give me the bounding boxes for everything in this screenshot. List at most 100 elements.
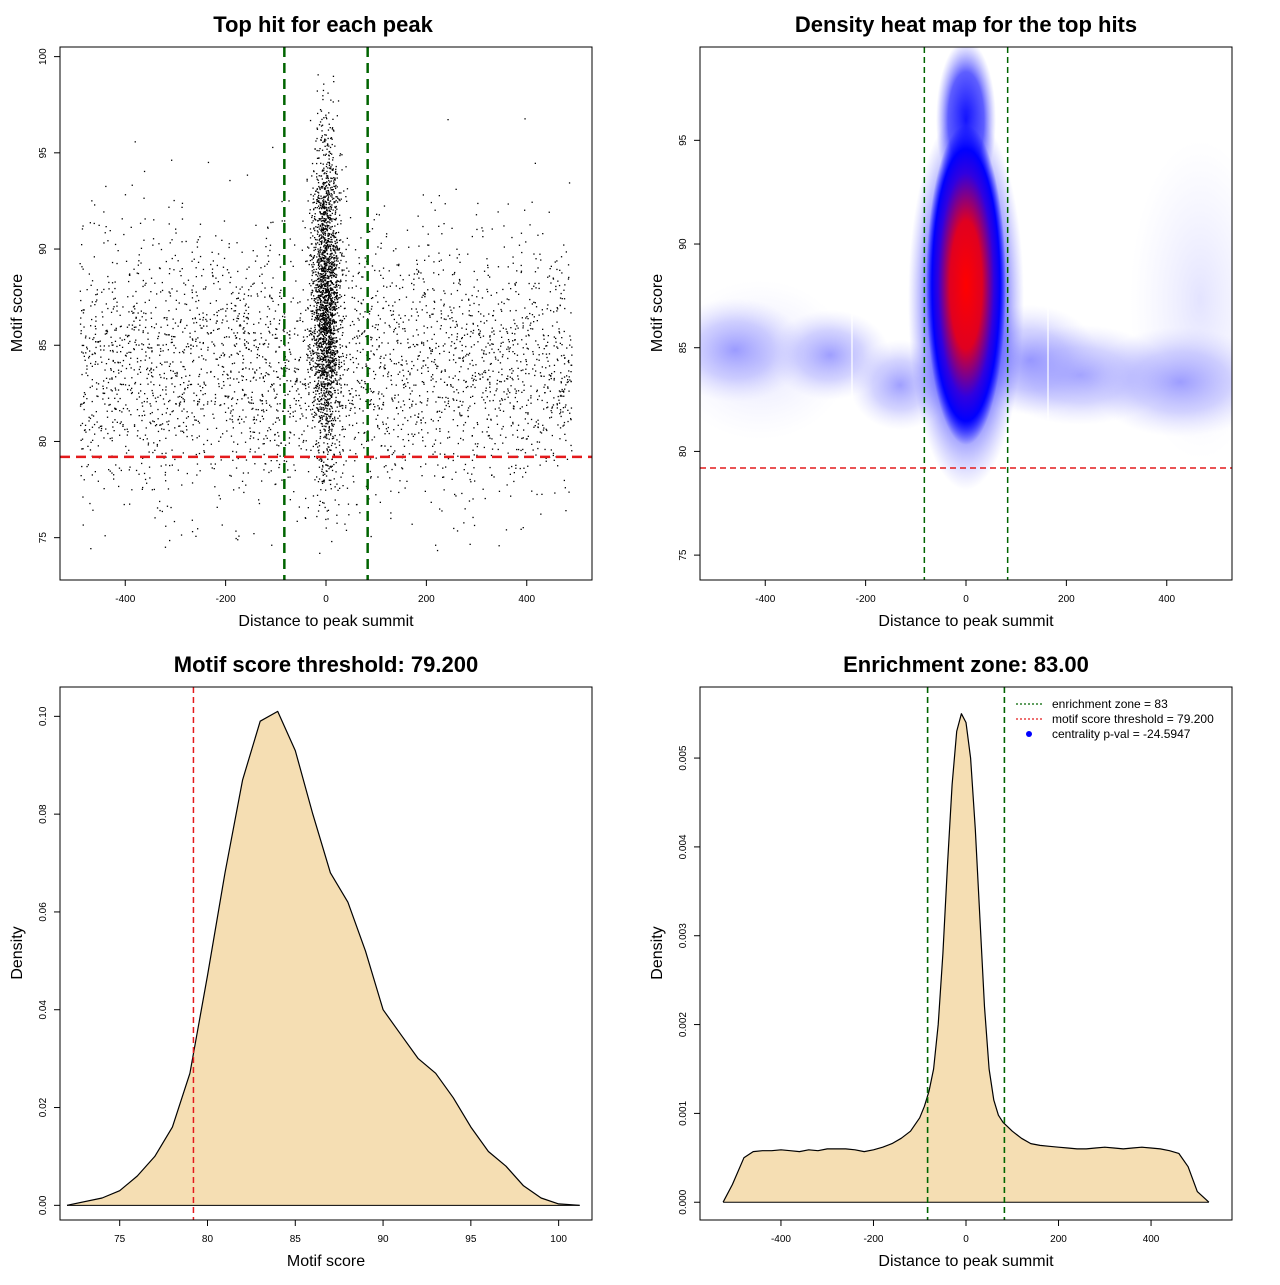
- data-point: [344, 428, 346, 430]
- data-point: [511, 367, 513, 370]
- data-point: [340, 305, 342, 307]
- data-point: [143, 312, 145, 314]
- data-point: [387, 426, 389, 429]
- data-point: [94, 363, 96, 365]
- data-point: [145, 427, 147, 429]
- data-point: [302, 340, 304, 342]
- data-point: [205, 384, 207, 386]
- data-point: [328, 361, 330, 363]
- data-point: [175, 347, 177, 349]
- data-point: [526, 316, 528, 318]
- data-point: [334, 306, 336, 308]
- data-point: [523, 429, 525, 431]
- data-point: [233, 310, 235, 312]
- data-point: [274, 483, 276, 486]
- data-point: [295, 400, 297, 402]
- data-point: [380, 362, 382, 364]
- data-point: [325, 317, 327, 320]
- data-point: [421, 296, 423, 298]
- data-point: [252, 431, 254, 433]
- data-point: [410, 416, 412, 418]
- data-point: [249, 402, 251, 404]
- data-point: [412, 435, 414, 437]
- data-point: [394, 450, 396, 452]
- data-point: [558, 390, 561, 392]
- data-point: [568, 359, 570, 362]
- data-point: [259, 377, 261, 379]
- data-point: [331, 198, 334, 200]
- data-point: [139, 383, 142, 385]
- data-point: [316, 176, 318, 178]
- data-point: [548, 374, 550, 376]
- data-point: [557, 347, 559, 349]
- data-point: [212, 413, 214, 415]
- data-point: [322, 89, 325, 92]
- data-point: [204, 288, 206, 290]
- data-point: [416, 369, 419, 371]
- data-point: [225, 419, 228, 422]
- data-point: [408, 453, 411, 455]
- data-point: [447, 458, 450, 460]
- data-point: [418, 355, 420, 357]
- data-point: [319, 246, 322, 249]
- data-point: [215, 277, 217, 279]
- data-point: [140, 310, 142, 312]
- data-point: [82, 344, 85, 347]
- data-point: [340, 390, 342, 393]
- data-point: [528, 335, 530, 337]
- data-point: [316, 260, 319, 262]
- data-point: [499, 330, 501, 332]
- data-point: [332, 342, 334, 344]
- data-point: [320, 280, 322, 282]
- data-point: [424, 296, 426, 298]
- data-point: [139, 324, 141, 326]
- data-point: [334, 177, 336, 179]
- data-point: [171, 411, 173, 413]
- data-point: [262, 418, 265, 420]
- data-point: [320, 282, 322, 284]
- data-point: [334, 240, 336, 242]
- data-point: [242, 472, 245, 474]
- data-point: [230, 371, 232, 373]
- data-point: [312, 283, 314, 285]
- data-point: [345, 356, 347, 359]
- data-point: [323, 461, 325, 463]
- data-point: [325, 222, 328, 224]
- data-point: [469, 363, 471, 365]
- data-point: [330, 218, 332, 220]
- data-point: [298, 393, 300, 395]
- data-point: [309, 361, 311, 364]
- data-point: [335, 172, 337, 175]
- data-point: [218, 310, 220, 312]
- data-point: [348, 270, 350, 272]
- data-point: [335, 346, 337, 348]
- data-point: [154, 397, 157, 399]
- data-point: [166, 378, 168, 380]
- data-point: [543, 408, 545, 410]
- data-point: [220, 308, 222, 311]
- data-point: [174, 322, 177, 324]
- data-point: [99, 345, 102, 347]
- data-point: [298, 445, 300, 447]
- data-point: [322, 471, 325, 474]
- data-point: [299, 301, 301, 303]
- data-point: [334, 225, 336, 227]
- data-point: [326, 259, 328, 261]
- data-point: [555, 285, 557, 288]
- data-point: [517, 390, 520, 392]
- data-point: [326, 277, 328, 279]
- data-point: [325, 383, 327, 385]
- data-point: [322, 338, 324, 340]
- data-point: [361, 303, 363, 305]
- data-point: [338, 315, 340, 317]
- data-point: [186, 324, 188, 327]
- data-point: [233, 344, 236, 346]
- data-point: [289, 416, 291, 418]
- data-point: [326, 268, 328, 271]
- data-point: [293, 491, 295, 493]
- data-point: [535, 306, 538, 308]
- data-point: [168, 223, 170, 225]
- data-point: [335, 247, 337, 249]
- data-point: [342, 332, 344, 334]
- data-point: [101, 311, 103, 313]
